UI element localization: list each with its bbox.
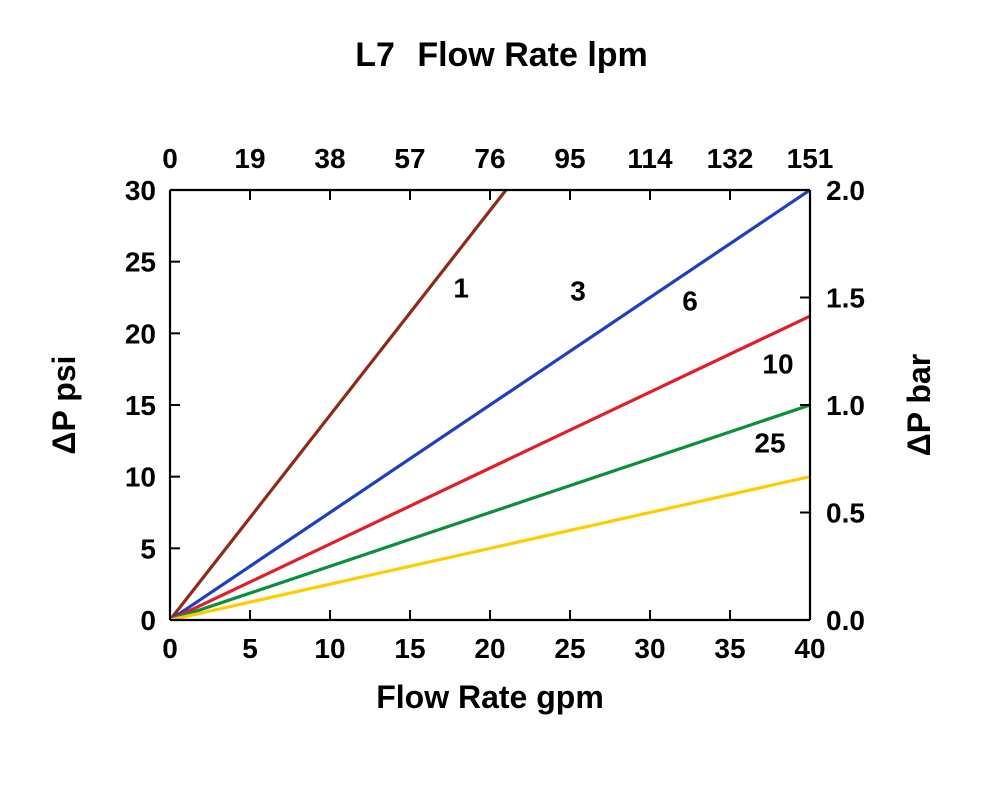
xtick-top: 0 [162,143,178,174]
xtick-top: 151 [787,143,834,174]
series-label-10: 10 [762,348,793,379]
xtick-top: 95 [554,143,585,174]
ytick-left: 15 [125,390,156,421]
xtick-bottom: 5 [242,633,258,664]
xtick-bottom: 40 [794,633,825,664]
chart-title-top-axis: Flow Rate lpm [417,36,647,75]
ytick-right: 2.0 [826,175,865,206]
ytick-left: 10 [125,462,156,493]
ytick-left: 20 [125,318,156,349]
xtick-bottom: 30 [634,633,665,664]
xtick-top: 114 [627,143,673,174]
ytick-left: 5 [140,533,156,564]
xtick-bottom: 15 [394,633,425,664]
series-label-6: 6 [682,285,698,316]
ytick-right: 1.0 [826,390,865,421]
series-label-3: 3 [570,275,586,306]
chart-title-row: L7 Flow Rate lpm [0,36,1003,75]
ytick-left: 30 [125,175,156,206]
ytick-right: 0.0 [826,605,865,636]
chart-title-prefix: L7 [355,36,395,75]
xtick-bottom: 20 [474,633,505,664]
ytick-left: 0 [140,605,156,636]
series-label-25: 25 [754,427,785,458]
xtick-top: 76 [474,143,505,174]
series-label-1: 1 [453,273,469,304]
xtick-top: 38 [314,143,345,174]
ytick-right: 1.5 [826,283,865,314]
chart-svg: 0510152025303540019385776951141321510510… [0,0,1003,786]
xtick-bottom: 10 [314,633,345,664]
ytick-left: 25 [125,247,156,278]
xtick-bottom: 0 [162,633,178,664]
x-axis-label-bottom: Flow Rate gpm [376,679,604,715]
y-axis-label-right: ΔP bar [901,354,937,456]
xtick-bottom: 35 [714,633,745,664]
xtick-top: 19 [234,143,265,174]
y-axis-label-left: ΔP psi [46,356,82,455]
xtick-top: 57 [394,143,425,174]
xtick-top: 132 [707,143,754,174]
xtick-bottom: 25 [554,633,585,664]
chart-container: L7 Flow Rate lpm 05101520253035400193857… [0,0,1003,786]
ytick-right: 0.5 [826,498,865,529]
